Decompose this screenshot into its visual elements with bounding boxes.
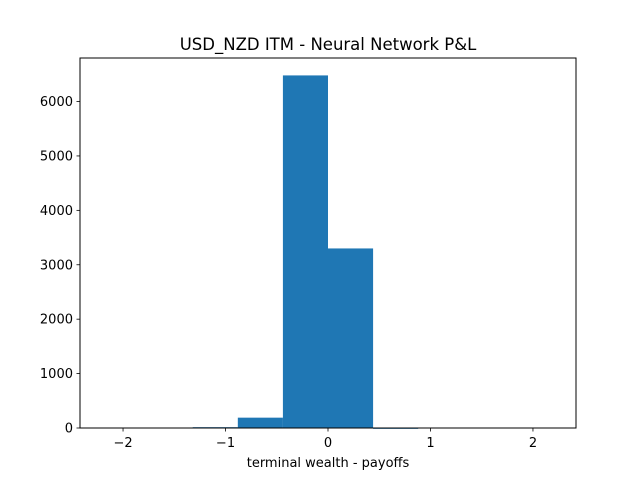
x-axis-label: terminal wealth - payoffs	[247, 456, 410, 471]
histogram-bar-3	[237, 417, 283, 428]
y-axis-ticks: 0 1000 2000 3000 4000 5000 6000	[40, 95, 80, 437]
y-tick-label: 4000	[40, 204, 73, 219]
y-tick-label: 5000	[40, 149, 73, 164]
x-tick-label: 0	[324, 436, 332, 451]
x-tick-label: −1	[216, 436, 235, 451]
y-tick-label: 3000	[40, 258, 73, 273]
x-tick-label: 2	[529, 436, 537, 451]
chart-title: USD_NZD ITM - Neural Network P&L	[180, 35, 477, 55]
x-tick-label: −2	[113, 436, 132, 451]
x-axis-ticks: −2 −1 0 1 2	[113, 428, 537, 451]
y-tick-label: 1000	[40, 367, 73, 382]
plot-area-frame	[79, 57, 577, 429]
y-tick-label: 6000	[40, 95, 73, 110]
y-tick-label: 2000	[40, 313, 73, 328]
histogram-bar-4	[282, 75, 328, 428]
histogram-bar-5	[328, 248, 374, 428]
y-tick-label: 0	[65, 422, 73, 437]
x-tick-label: 1	[426, 436, 434, 451]
bars-group	[192, 75, 419, 429]
